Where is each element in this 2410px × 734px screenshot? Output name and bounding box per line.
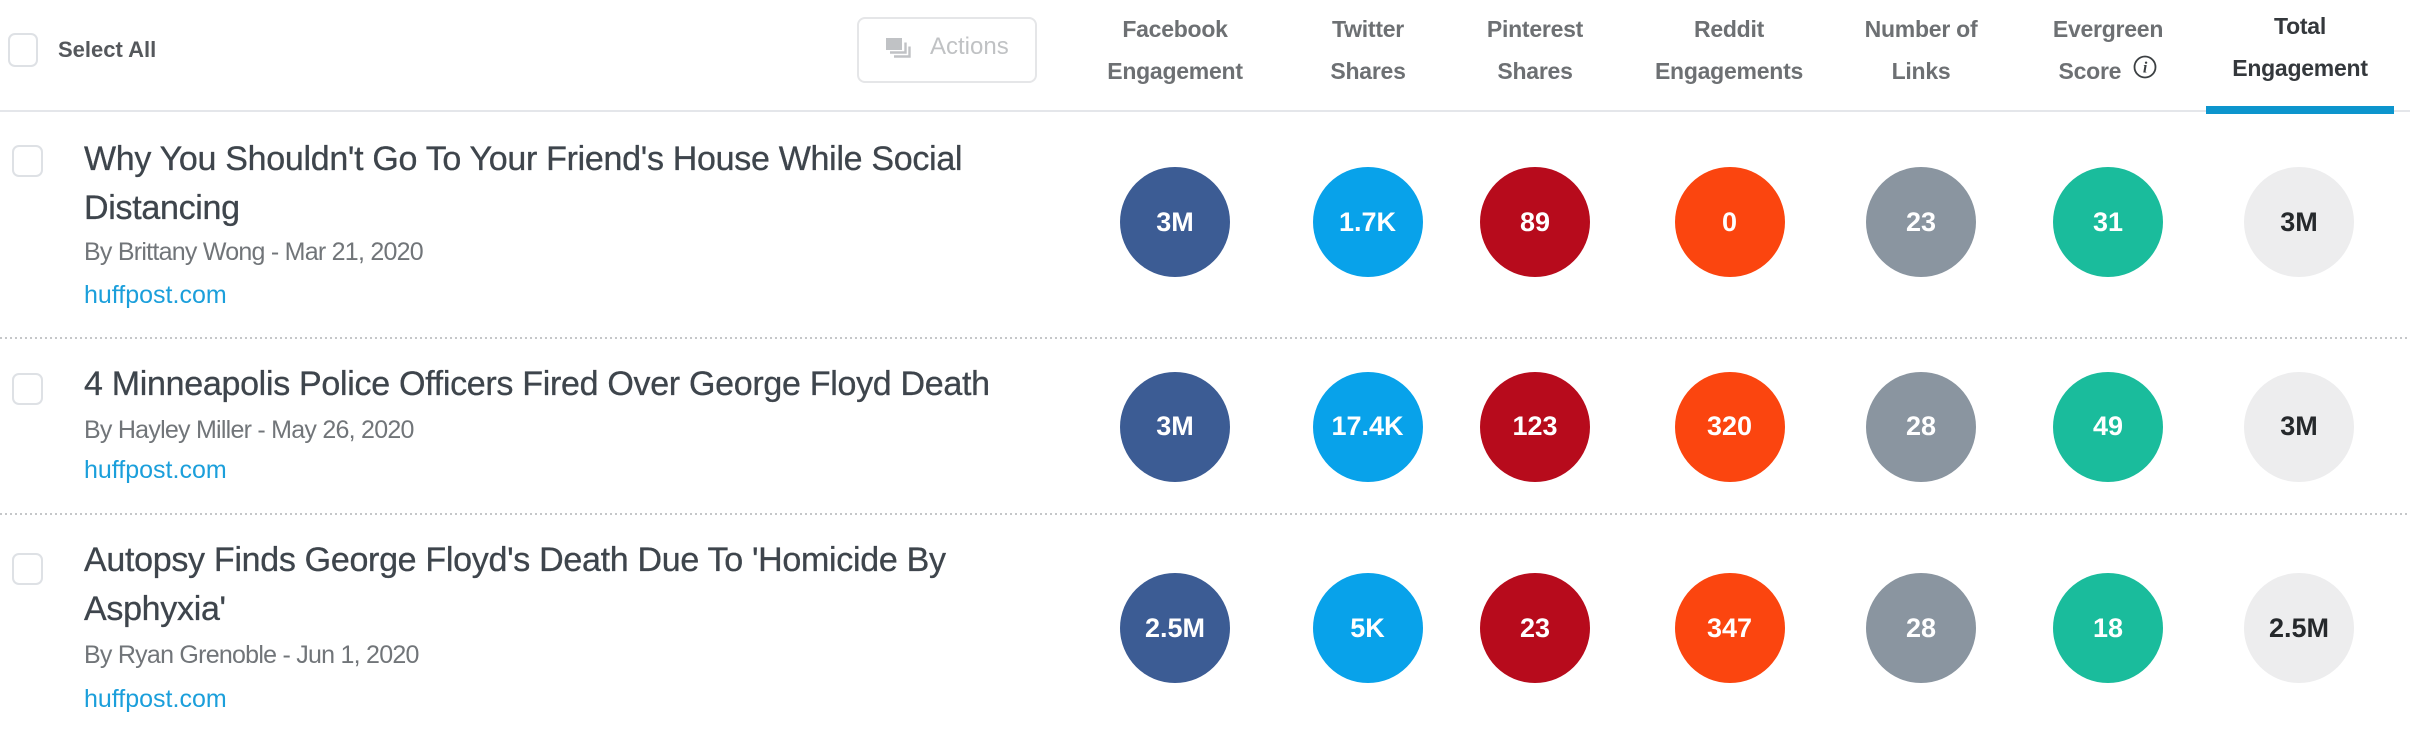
svg-text:i: i [2143, 60, 2148, 77]
